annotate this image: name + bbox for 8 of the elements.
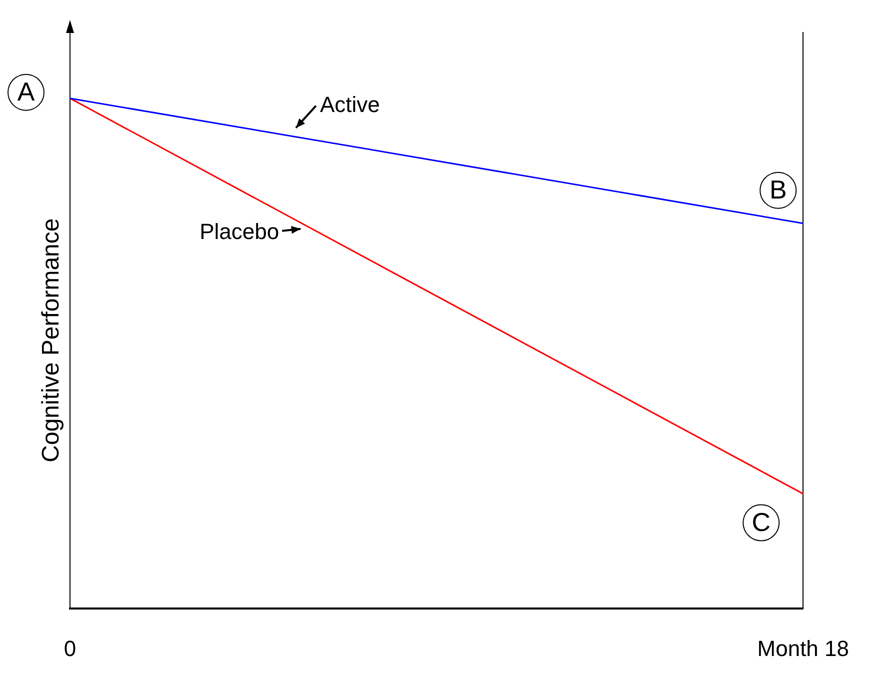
y-axis-title: Cognitive Performance: [38, 218, 65, 462]
series-label: Active: [320, 92, 380, 117]
x-tick-label: Month 18: [757, 636, 850, 661]
annotation: C: [752, 506, 771, 537]
annotation: B: [769, 174, 787, 205]
annotation: A: [17, 76, 36, 107]
x-tick-label: 0: [64, 636, 76, 661]
series-label: Placebo: [200, 218, 280, 244]
